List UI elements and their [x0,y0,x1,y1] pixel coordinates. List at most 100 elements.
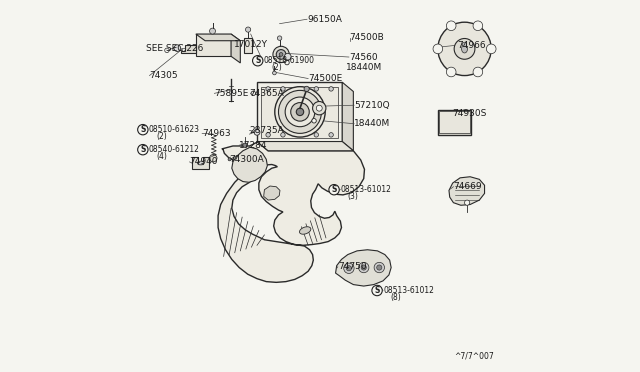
Text: 08513-61012: 08513-61012 [383,286,434,295]
Circle shape [273,46,289,62]
Text: 74305: 74305 [150,71,178,80]
Text: 74500E: 74500E [308,74,342,83]
Circle shape [433,44,443,54]
Polygon shape [244,38,252,52]
Ellipse shape [197,161,204,165]
Text: 96150A: 96150A [307,15,342,24]
Text: 74300A: 74300A [229,155,264,164]
Circle shape [285,60,289,65]
Circle shape [346,266,351,271]
Text: 74966: 74966 [457,41,486,50]
Text: (3): (3) [348,192,358,201]
Text: 17012Y: 17012Y [234,40,268,49]
Ellipse shape [461,45,467,53]
Text: 57210Q: 57210Q [354,101,390,110]
Circle shape [374,262,385,273]
Circle shape [454,38,475,59]
Ellipse shape [300,227,311,234]
Circle shape [372,285,382,296]
Text: (8): (8) [390,293,401,302]
Circle shape [344,263,354,273]
Circle shape [446,67,456,77]
Circle shape [273,71,276,75]
Text: SEE SEC.226: SEE SEC.226 [146,44,203,53]
Circle shape [473,67,483,77]
Circle shape [138,125,148,135]
Text: 75895E: 75895E [214,89,249,98]
Text: 74963: 74963 [202,129,231,138]
Circle shape [281,87,285,91]
Circle shape [329,185,339,195]
Circle shape [266,87,270,91]
Text: S: S [374,286,380,295]
Text: (2): (2) [271,63,282,72]
Polygon shape [335,250,391,286]
Polygon shape [342,82,353,151]
Circle shape [486,44,496,54]
Circle shape [446,21,456,31]
Polygon shape [438,110,471,135]
Text: 17284: 17284 [239,141,268,150]
Polygon shape [232,147,268,182]
Circle shape [291,103,309,121]
Circle shape [275,87,325,137]
Text: 74940: 74940 [189,157,218,166]
Circle shape [246,27,251,32]
Polygon shape [257,82,342,141]
Polygon shape [181,45,196,52]
Polygon shape [257,141,353,151]
Circle shape [276,49,286,59]
Circle shape [304,86,309,92]
Circle shape [296,108,304,116]
Circle shape [209,28,216,34]
Circle shape [358,262,369,273]
Polygon shape [192,157,209,169]
Circle shape [266,133,270,137]
Circle shape [462,42,467,46]
Text: 18440M: 18440M [346,63,382,72]
Circle shape [174,45,180,51]
Polygon shape [196,34,240,41]
Circle shape [316,105,322,111]
Circle shape [243,143,248,147]
Circle shape [277,36,282,40]
Circle shape [228,158,231,161]
Circle shape [433,44,443,54]
Text: (2): (2) [156,132,167,141]
Polygon shape [231,34,240,63]
Circle shape [279,52,283,56]
Circle shape [278,90,321,134]
Circle shape [284,53,291,60]
Circle shape [446,67,456,77]
Text: 74930S: 74930S [452,109,487,118]
Circle shape [465,200,470,205]
Circle shape [473,21,483,31]
Circle shape [209,154,217,162]
Polygon shape [218,141,364,282]
Circle shape [251,91,255,96]
Circle shape [312,102,326,115]
Circle shape [164,48,169,52]
Circle shape [486,44,496,54]
Text: S: S [332,185,337,194]
Circle shape [314,87,319,91]
Text: 74750: 74750 [338,262,367,271]
Text: 18440M: 18440M [354,119,390,128]
Circle shape [377,265,382,270]
Circle shape [138,144,148,155]
Text: 74500B: 74500B [349,33,385,42]
Circle shape [281,133,285,137]
Text: 74560: 74560 [349,52,378,61]
Text: 08518-61900: 08518-61900 [264,56,315,65]
Text: 08510-61623: 08510-61623 [148,125,200,134]
Text: ^7/7^007: ^7/7^007 [454,352,494,361]
Text: S: S [140,125,145,134]
Text: 08513-61012: 08513-61012 [340,185,391,194]
Circle shape [312,119,316,123]
Circle shape [361,265,366,270]
Circle shape [446,21,456,31]
Circle shape [329,87,333,91]
Circle shape [314,133,319,137]
Text: 28735A: 28735A [250,126,284,135]
Text: 74365A: 74365A [250,89,284,98]
